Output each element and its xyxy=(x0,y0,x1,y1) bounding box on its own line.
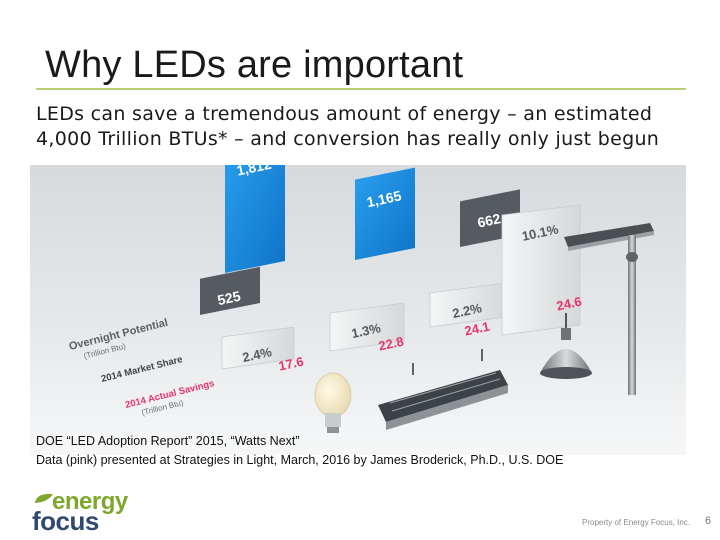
label-potential-0: 525 xyxy=(216,288,242,309)
label-savings-1: 22.8 xyxy=(377,334,405,354)
box-share-0 xyxy=(221,326,295,370)
energy-focus-logo: energy focus xyxy=(30,488,130,536)
label-potential-3: 662 xyxy=(476,210,502,231)
subtitle-line: LEDs can save a tremendous amount of ene… xyxy=(36,103,653,125)
bar-potential-1 xyxy=(225,165,285,273)
label-potential-2: 1,165 xyxy=(365,187,403,210)
page-number: 6 xyxy=(705,515,712,527)
linear-fixture-illustration xyxy=(378,349,508,430)
label-share-1: 1.3% xyxy=(350,320,383,341)
lamp-bulb-illustration xyxy=(314,372,352,433)
box-share-3 xyxy=(501,204,581,336)
bar-potential-2 xyxy=(355,167,415,260)
logo-leaf-icon xyxy=(35,493,53,503)
source-line: Data (pink) presented at Strategies in L… xyxy=(36,453,564,467)
slide-subtitle: LEDs can save a tremendous amount of ene… xyxy=(36,102,706,152)
logo-word-focus: focus xyxy=(32,506,99,536)
label-savings-2: 24.1 xyxy=(463,319,491,339)
label-savings-3: 24.6 xyxy=(555,294,583,314)
footer-property-notice: Property of Energy Focus, Inc. xyxy=(582,518,691,527)
outdoor-area-light-illustration xyxy=(564,223,654,395)
label-savings-0: 17.6 xyxy=(277,354,305,374)
slide-title: Why LEDs are important xyxy=(45,44,464,86)
source-citation: DOE “LED Adoption Report” 2015, “Watts N… xyxy=(36,432,563,470)
box-share-1 xyxy=(329,302,405,352)
label-share-0: 2.4% xyxy=(241,344,274,365)
led-savings-chart: 5251,8121,1656622.4%1.3%2.2%10.1%17.622.… xyxy=(30,165,686,455)
subtitle-line: 4,000 Trillion BTUs* – and conversion ha… xyxy=(36,128,660,150)
source-line: DOE “LED Adoption Report” 2015, “Watts N… xyxy=(36,434,300,448)
high-bay-illustration xyxy=(540,313,592,379)
labels-layer: 5251,8121,1656622.4%1.3%2.2%10.1%17.622.… xyxy=(216,165,583,374)
bar-potential-0 xyxy=(200,266,260,315)
bars-layer xyxy=(200,165,581,370)
logo-word-energy: energy xyxy=(52,488,128,515)
label-share-2: 2.2% xyxy=(451,300,484,321)
title-divider xyxy=(36,88,686,90)
